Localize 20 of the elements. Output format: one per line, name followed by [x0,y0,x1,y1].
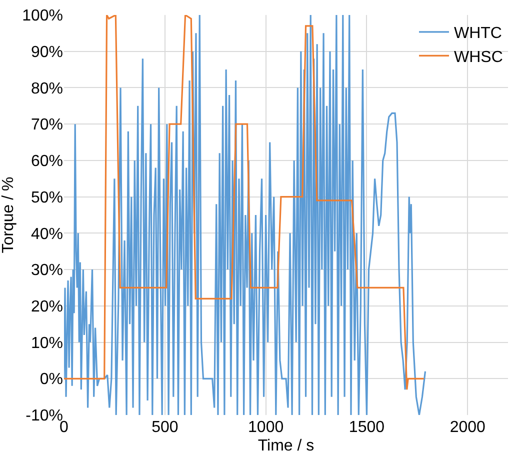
x-tick-label: 1500 [348,419,385,436]
legend-label: WHSC [454,48,503,66]
x-tick-label: 500 [152,419,178,436]
x-tick-label: 2000 [450,419,486,436]
y-tick-label: 20% [30,298,63,316]
y-tick-label: 10% [30,334,63,352]
y-tick-label: 90% [30,44,63,61]
y-tick-label: 50% [30,189,63,206]
legend-label: WHTC [454,25,502,42]
x-tick-label: 1000 [248,419,284,436]
y-tick-label: 100% [22,8,63,25]
y-tick-label: 80% [30,80,63,98]
x-tick-label: 0 [60,419,69,436]
x-axis-title: Time / s [258,438,314,455]
y-axis-title: Torque / % [0,176,17,254]
y-tick-label: 70% [30,116,63,134]
y-tick-label: 60% [30,153,63,170]
y-tick-label: 40% [30,226,63,243]
y-tick-label: 30% [30,262,63,280]
y-tick-label: 0% [40,371,63,388]
